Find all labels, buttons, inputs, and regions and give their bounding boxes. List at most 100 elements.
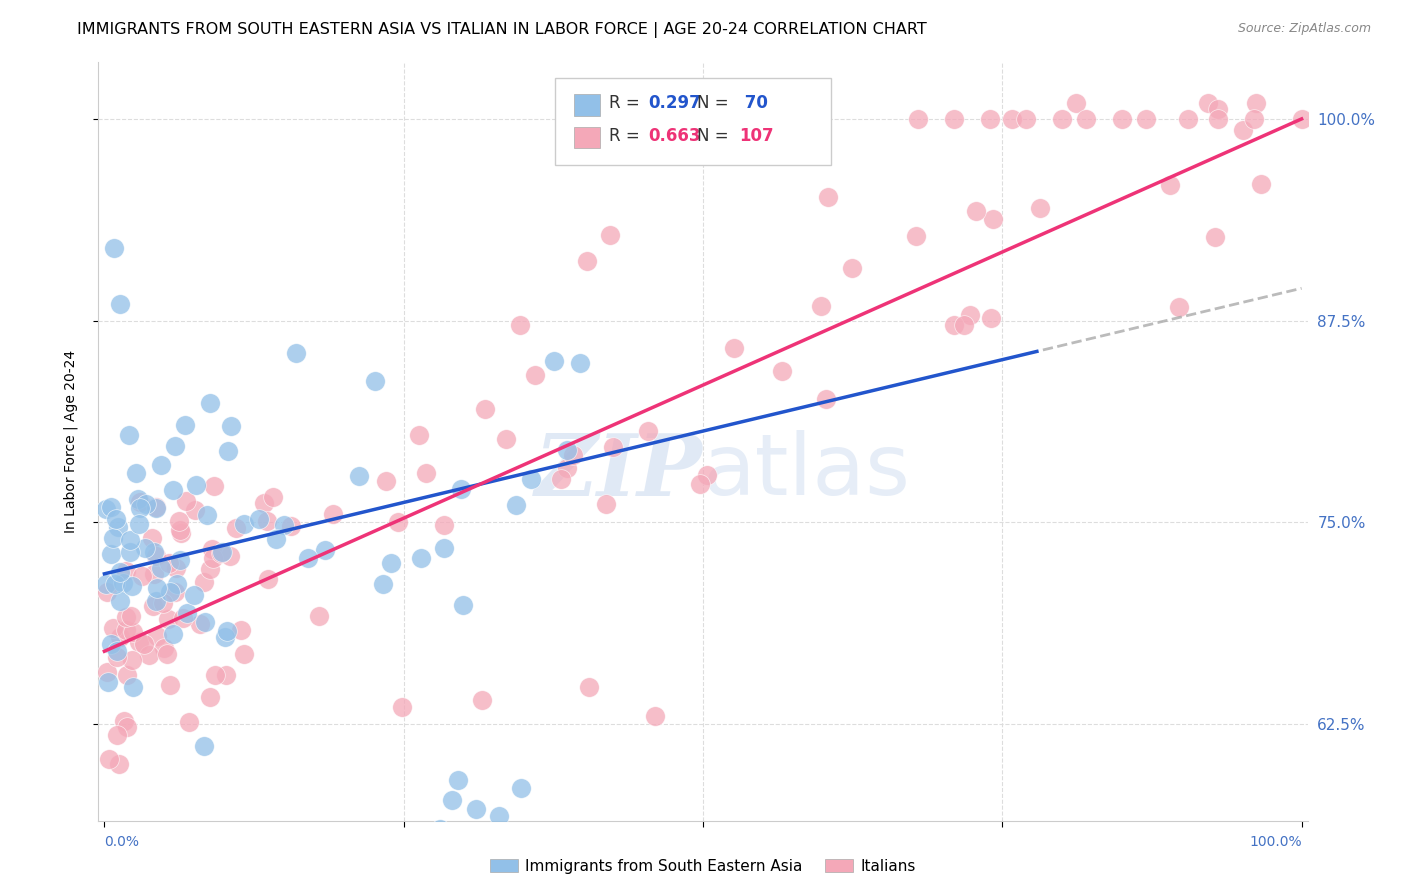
Point: [555, 443, 578, 458]
Point: [943, 112, 966, 126]
Point: [942, 318, 965, 332]
Point: [150, 561, 173, 575]
Point: [108, 297, 131, 311]
Y-axis label: In Labor Force | Age 20-24: In Labor Force | Age 20-24: [63, 350, 77, 533]
Point: [1050, 112, 1073, 126]
Text: Source: ZipAtlas.com: Source: ZipAtlas.com: [1237, 22, 1371, 36]
Point: [174, 417, 197, 432]
Point: [115, 667, 138, 681]
Point: [120, 609, 142, 624]
Point: [165, 585, 187, 599]
Point: [129, 495, 152, 509]
Point: [1029, 201, 1052, 215]
Point: [446, 773, 468, 788]
Point: [817, 190, 839, 204]
Point: [550, 472, 572, 486]
Point: [214, 630, 236, 644]
Point: [108, 630, 131, 644]
Point: [375, 474, 398, 488]
Point: [814, 392, 837, 406]
Point: [152, 596, 174, 610]
Point: [172, 611, 194, 625]
Point: [409, 550, 432, 565]
Point: [980, 310, 1002, 325]
Point: [474, 401, 496, 416]
Point: [233, 517, 256, 532]
Point: [257, 572, 280, 586]
Point: [111, 576, 134, 591]
Point: [380, 556, 402, 570]
Point: [98, 752, 121, 766]
Point: [1232, 123, 1254, 137]
Point: [297, 551, 319, 566]
Point: [233, 647, 256, 661]
Point: [1015, 112, 1038, 126]
Point: [107, 520, 129, 534]
Point: [193, 574, 215, 589]
Point: [1001, 112, 1024, 126]
Text: 0.0%: 0.0%: [104, 836, 139, 849]
Point: [965, 203, 987, 218]
Point: [391, 699, 413, 714]
Point: [124, 466, 146, 480]
Point: [152, 641, 174, 656]
Point: [145, 594, 167, 608]
Point: [169, 552, 191, 566]
Legend: Immigrants from South Eastern Asia, Italians: Immigrants from South Eastern Asia, Ital…: [484, 853, 922, 880]
Point: [195, 508, 218, 523]
Point: [162, 627, 184, 641]
Point: [219, 418, 242, 433]
Point: [201, 550, 224, 565]
Point: [488, 809, 510, 823]
Point: [314, 543, 336, 558]
Point: [211, 545, 233, 559]
Point: [1168, 300, 1191, 314]
Point: [131, 569, 153, 583]
Point: [176, 606, 198, 620]
Point: [983, 212, 1005, 227]
Point: [198, 690, 221, 704]
Point: [138, 648, 160, 663]
Point: [217, 443, 239, 458]
Point: [523, 368, 546, 383]
Point: [440, 792, 463, 806]
Text: 0.297: 0.297: [648, 95, 702, 112]
Point: [543, 354, 565, 368]
Point: [114, 623, 136, 637]
Text: 107: 107: [740, 127, 773, 145]
Point: [284, 346, 307, 360]
Point: [100, 547, 122, 561]
Point: [107, 757, 129, 772]
Text: N =: N =: [697, 95, 734, 112]
Point: [177, 715, 200, 730]
Point: [103, 621, 125, 635]
Point: [495, 432, 517, 446]
Point: [96, 665, 118, 680]
Point: [128, 635, 150, 649]
Point: [103, 241, 125, 255]
Point: [183, 589, 205, 603]
Text: 100.0%: 100.0%: [1249, 836, 1302, 849]
Point: [167, 514, 190, 528]
Point: [644, 708, 666, 723]
Point: [1177, 112, 1199, 126]
Point: [142, 599, 165, 614]
Text: 0.663: 0.663: [648, 127, 702, 145]
Point: [1159, 178, 1181, 193]
Point: [157, 556, 180, 570]
Point: [101, 531, 124, 545]
Bar: [574, 95, 600, 115]
Point: [127, 491, 149, 506]
Point: [134, 541, 156, 555]
Point: [157, 612, 180, 626]
Point: [273, 518, 295, 533]
Point: [149, 458, 172, 473]
Point: [105, 644, 128, 658]
Point: [100, 636, 122, 650]
Point: [104, 577, 127, 591]
Point: [96, 584, 118, 599]
Point: [118, 533, 141, 547]
Point: [637, 424, 659, 438]
Point: [94, 501, 117, 516]
Point: [121, 579, 143, 593]
